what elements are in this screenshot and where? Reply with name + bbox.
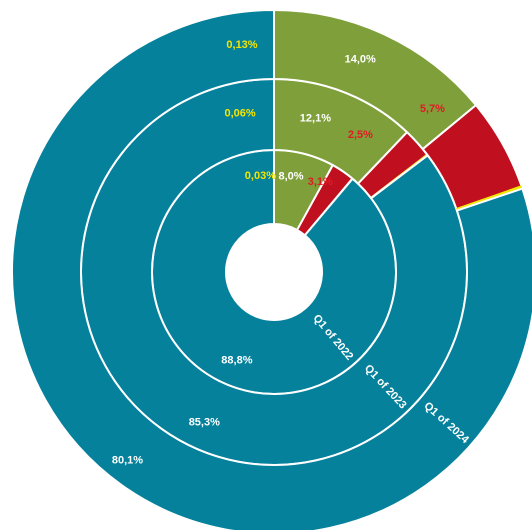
segment-q1-of-2022-teal [151, 148, 397, 395]
value-label-q1-of-2024-red: 5,7% [420, 103, 445, 115]
value-label-q1-of-2022-teal: 88,8% [221, 354, 252, 366]
donut-segments [11, 8, 532, 530]
value-label-q1-of-2024-teal: 80,1% [112, 455, 143, 467]
value-label-q1-of-2023-green: 12,1% [300, 113, 331, 125]
value-label-q1-of-2024-yellow: 0,13% [226, 39, 257, 51]
segment-q1-of-2024-teal [11, 8, 532, 530]
value-label-q1-of-2024-green: 14,0% [345, 54, 376, 66]
segment-q1-of-2024-yellow [456, 185, 523, 211]
value-label-q1-of-2022-red: 3,1% [308, 176, 333, 188]
value-label-q1-of-2023-red: 2,5% [348, 129, 373, 141]
value-label-q1-of-2022-green: 8,0% [278, 171, 303, 183]
value-label-q1-of-2023-teal: 85,3% [189, 417, 220, 429]
value-label-q1-of-2023-yellow: 0,06% [224, 108, 255, 120]
value-label-q1-of-2022-yellow: 0,03% [245, 170, 276, 182]
